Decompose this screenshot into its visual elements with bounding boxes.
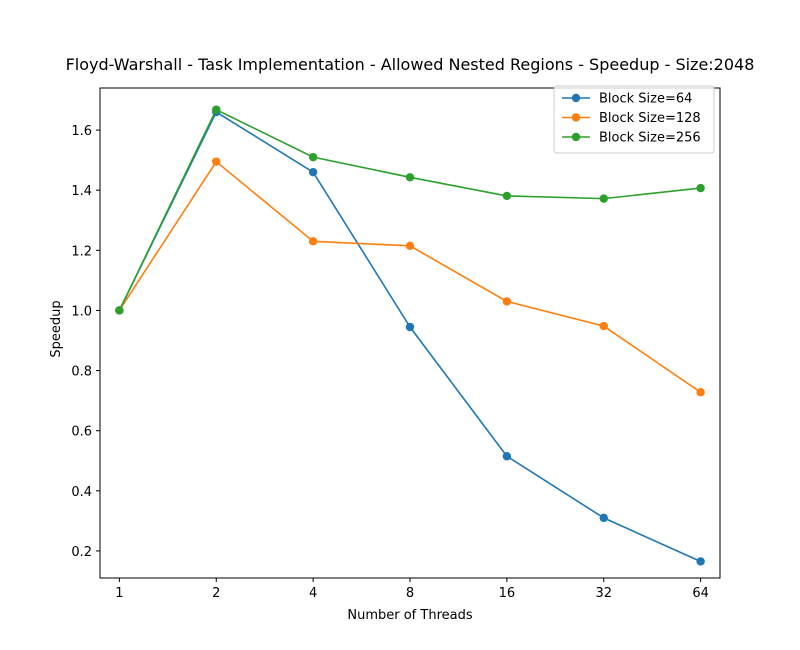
x-tick-label: 4 bbox=[309, 586, 317, 601]
x-tick-label: 8 bbox=[406, 586, 414, 601]
legend-marker bbox=[571, 113, 581, 122]
data-point bbox=[599, 194, 608, 203]
data-point bbox=[696, 557, 705, 566]
y-tick-label: 0.8 bbox=[71, 365, 92, 380]
legend-label: Block Size=256 bbox=[599, 131, 701, 146]
y-axis-label: Speedup bbox=[49, 300, 64, 357]
y-tick-label: 1.0 bbox=[71, 304, 92, 319]
data-point bbox=[212, 105, 221, 114]
data-point bbox=[308, 167, 318, 177]
data-point bbox=[502, 452, 512, 461]
legend-marker bbox=[571, 93, 581, 103]
x-tick-label: 32 bbox=[595, 586, 612, 601]
legend-box bbox=[553, 85, 715, 154]
chart-title: Floyd-Warshall - Task Implementation - A… bbox=[66, 55, 755, 74]
y-tick-label: 0.6 bbox=[71, 425, 92, 440]
x-tick-label: 16 bbox=[499, 586, 516, 601]
data-point bbox=[599, 513, 608, 523]
x-axis-label: Number of Threads bbox=[347, 608, 472, 623]
data-point bbox=[696, 183, 705, 193]
data-point bbox=[599, 321, 608, 331]
data-point bbox=[308, 152, 318, 162]
legend-label: Block Size=128 bbox=[599, 111, 701, 126]
x-tick-label: 1 bbox=[115, 586, 123, 601]
data-point bbox=[308, 237, 318, 246]
y-tick-label: 1.2 bbox=[71, 244, 92, 259]
x-tick-label: 64 bbox=[692, 586, 709, 601]
plot-area: 1 2 4 8 16 32 64 0.2 0.4 0.6 0.8 1.0 1.2 1.4 1.6 bbox=[71, 87, 721, 601]
axes-frame bbox=[99, 87, 721, 579]
data-point bbox=[502, 297, 512, 306]
legend-label: Block Size=64 bbox=[599, 92, 692, 107]
data-point bbox=[405, 241, 415, 251]
y-tick-label: 1.4 bbox=[71, 184, 92, 199]
x-tick-label: 2 bbox=[212, 586, 220, 601]
y-tick-label: 0.2 bbox=[71, 545, 92, 560]
y-tick-label: 0.4 bbox=[71, 485, 92, 500]
data-point bbox=[115, 306, 124, 315]
data-point bbox=[405, 322, 415, 332]
data-point bbox=[212, 157, 221, 166]
series-line bbox=[118, 160, 702, 393]
data-point bbox=[405, 173, 415, 182]
data-point bbox=[696, 388, 705, 397]
data-point bbox=[502, 191, 512, 201]
legend-marker bbox=[571, 132, 581, 142]
y-tick-label: 1.6 bbox=[71, 124, 92, 139]
legend: Block Size=64 Block Size=128 Block Size=25… bbox=[553, 85, 715, 154]
